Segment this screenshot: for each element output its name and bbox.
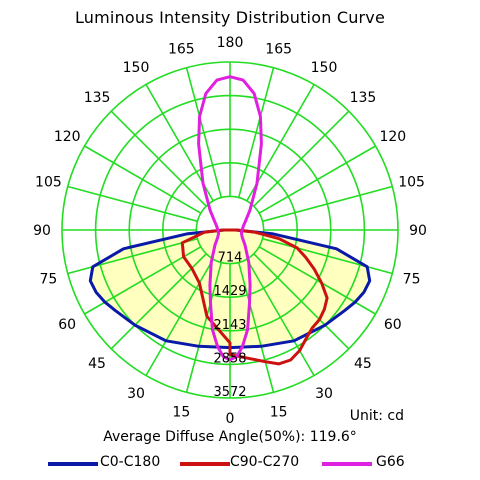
angle-label: 105 [398,174,425,190]
grid-spoke [246,258,315,376]
legend: C0-C180 C90-C270 G66 [0,452,480,476]
angle-label: 150 [123,60,150,76]
legend-label-g66: G66 [376,454,405,470]
angle-label: 60 [384,317,402,333]
legend-item-c0: C0-C180 [0,452,170,476]
radial-label: 2143 [213,318,246,333]
grid-spoke [253,253,350,350]
radial-label: 714 [218,251,243,266]
radial-label: 3572 [213,385,246,400]
grid-spoke [237,67,275,198]
angle-label: 30 [127,386,145,402]
grid-spoke [67,237,198,275]
angle-label: 60 [58,317,76,333]
angle-label: 165 [265,41,292,57]
legend-label-c90: C90-C270 [230,454,300,470]
angle-label: 90 [33,223,51,239]
g66-curve [197,75,263,362]
angle-label: 30 [315,386,333,402]
grid-spoke [185,262,223,393]
grid-spoke [262,237,393,275]
grid-spoke [84,145,202,214]
grid-spoke [262,185,393,223]
legend-label-c0: C0-C180 [100,454,161,470]
angle-label: 45 [354,356,372,372]
angle-label: 120 [379,129,406,145]
unit-label: Unit: cd [349,408,404,424]
grid-spoke [110,110,207,207]
c90-c270-curve [180,228,329,366]
grid-spoke [110,253,207,350]
angle-label: 180 [217,35,244,51]
angle-label: 90 [409,223,427,239]
grid-layer [61,61,399,399]
legend-item-c90: C90-C270 [170,452,310,476]
legend-swatch-c0 [48,462,98,466]
chart-title: Luminous Intensity Distribution Curve [74,8,386,27]
angle-label: 135 [350,90,377,106]
label-layer: 180 1651501351201059075604530150153045607… [33,35,427,427]
angle-label: 135 [84,90,111,106]
angle-label: 75 [403,272,421,288]
radial-label: 1429 [213,284,246,299]
series-layer [88,75,372,366]
angle-label: 0 [226,411,235,427]
angle-label: 165 [168,41,195,57]
grid-spoke [145,258,214,376]
angle-label: 75 [39,272,57,288]
grid-spoke [258,145,376,214]
legend-item-g66: G66 [310,452,430,476]
legend-swatch-g66 [322,462,372,466]
grid-spoke [253,110,350,207]
grid-spoke [185,67,223,198]
angle-label: 150 [311,60,338,76]
radial-label: 2858 [213,351,246,366]
angle-label: 15 [270,405,288,421]
average-diffuse-angle: Average Diffuse Angle(50%): 119.6° [103,429,357,445]
angle-label: 105 [35,174,62,190]
angle-label: 15 [172,405,190,421]
c0-c180-curve [88,228,372,350]
angle-label: 45 [88,356,106,372]
angle-label: 120 [54,129,81,145]
legend-swatch-c90 [180,462,230,466]
grid-spoke [67,185,198,223]
grid-spoke [237,262,275,393]
